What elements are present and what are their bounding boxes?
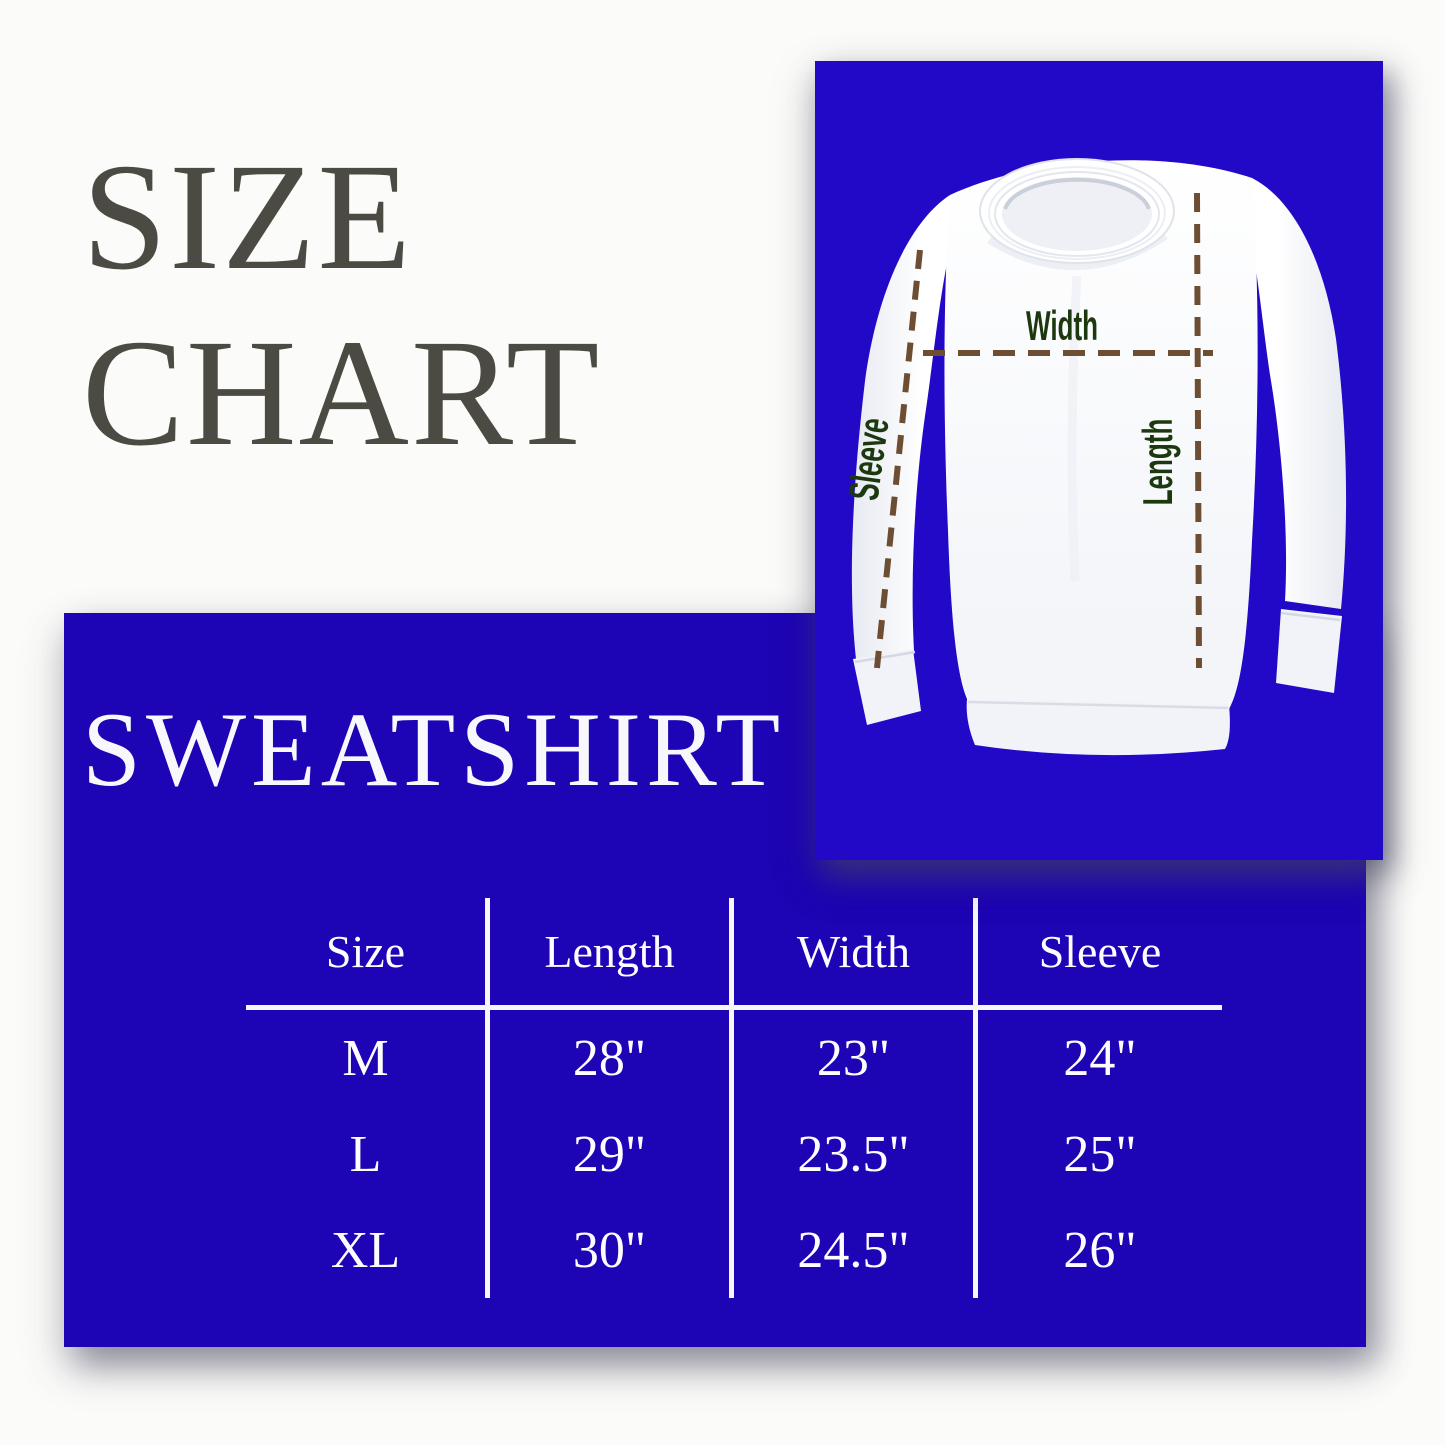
- table-cell-sleeve-l: 25": [1063, 1125, 1137, 1183]
- table-cell-length-xl: 30": [490, 1202, 734, 1298]
- table-cell-sleeve-xl: 26": [1063, 1221, 1137, 1279]
- page-title-line-1: SIZE: [82, 133, 413, 302]
- table-heading: SWEATSHIRT: [82, 691, 786, 808]
- table-cell-width-xl: 24.5": [734, 1202, 978, 1298]
- table-cell-sleeve-m: 24": [1063, 1029, 1137, 1087]
- column-header-width: Width: [734, 898, 978, 1010]
- table-cell-size-l: L: [246, 1106, 490, 1202]
- width-measure-label: Width: [1026, 303, 1098, 350]
- column-header-length: Length: [490, 898, 734, 1010]
- page-title-line-2: CHART: [82, 309, 602, 478]
- column-header-sleeve: Sleeve: [978, 898, 1222, 1010]
- table-cell-length-l: 29": [490, 1106, 734, 1202]
- table-cell-size-xl: XL: [246, 1202, 490, 1298]
- sweatshirt-illustration: [851, 158, 1347, 756]
- table-cell-size-m: M: [246, 1010, 490, 1106]
- measurement-diagram-panel: Width Sleeve Length: [815, 61, 1383, 860]
- sleeve-measure-line: [874, 249, 923, 669]
- length-measure-line: [1194, 192, 1202, 669]
- page-title: SIZE CHART: [82, 130, 601, 482]
- table-cell-length-m: 28": [490, 1010, 734, 1106]
- sleeve-measure-label: Sleeve: [840, 415, 898, 503]
- measurement-lines: [874, 192, 1213, 669]
- sweatshirt-diagram: Width Sleeve Length: [840, 158, 1347, 756]
- table-cell-width-l: 23.5": [734, 1106, 978, 1202]
- table-cell-width-m: 23": [734, 1010, 978, 1106]
- length-measure-label: Length: [1135, 419, 1182, 506]
- column-header-size: Size: [246, 898, 490, 1010]
- size-table: Size Length Width Sleeve M 28" 23" 24" L…: [246, 898, 1222, 1298]
